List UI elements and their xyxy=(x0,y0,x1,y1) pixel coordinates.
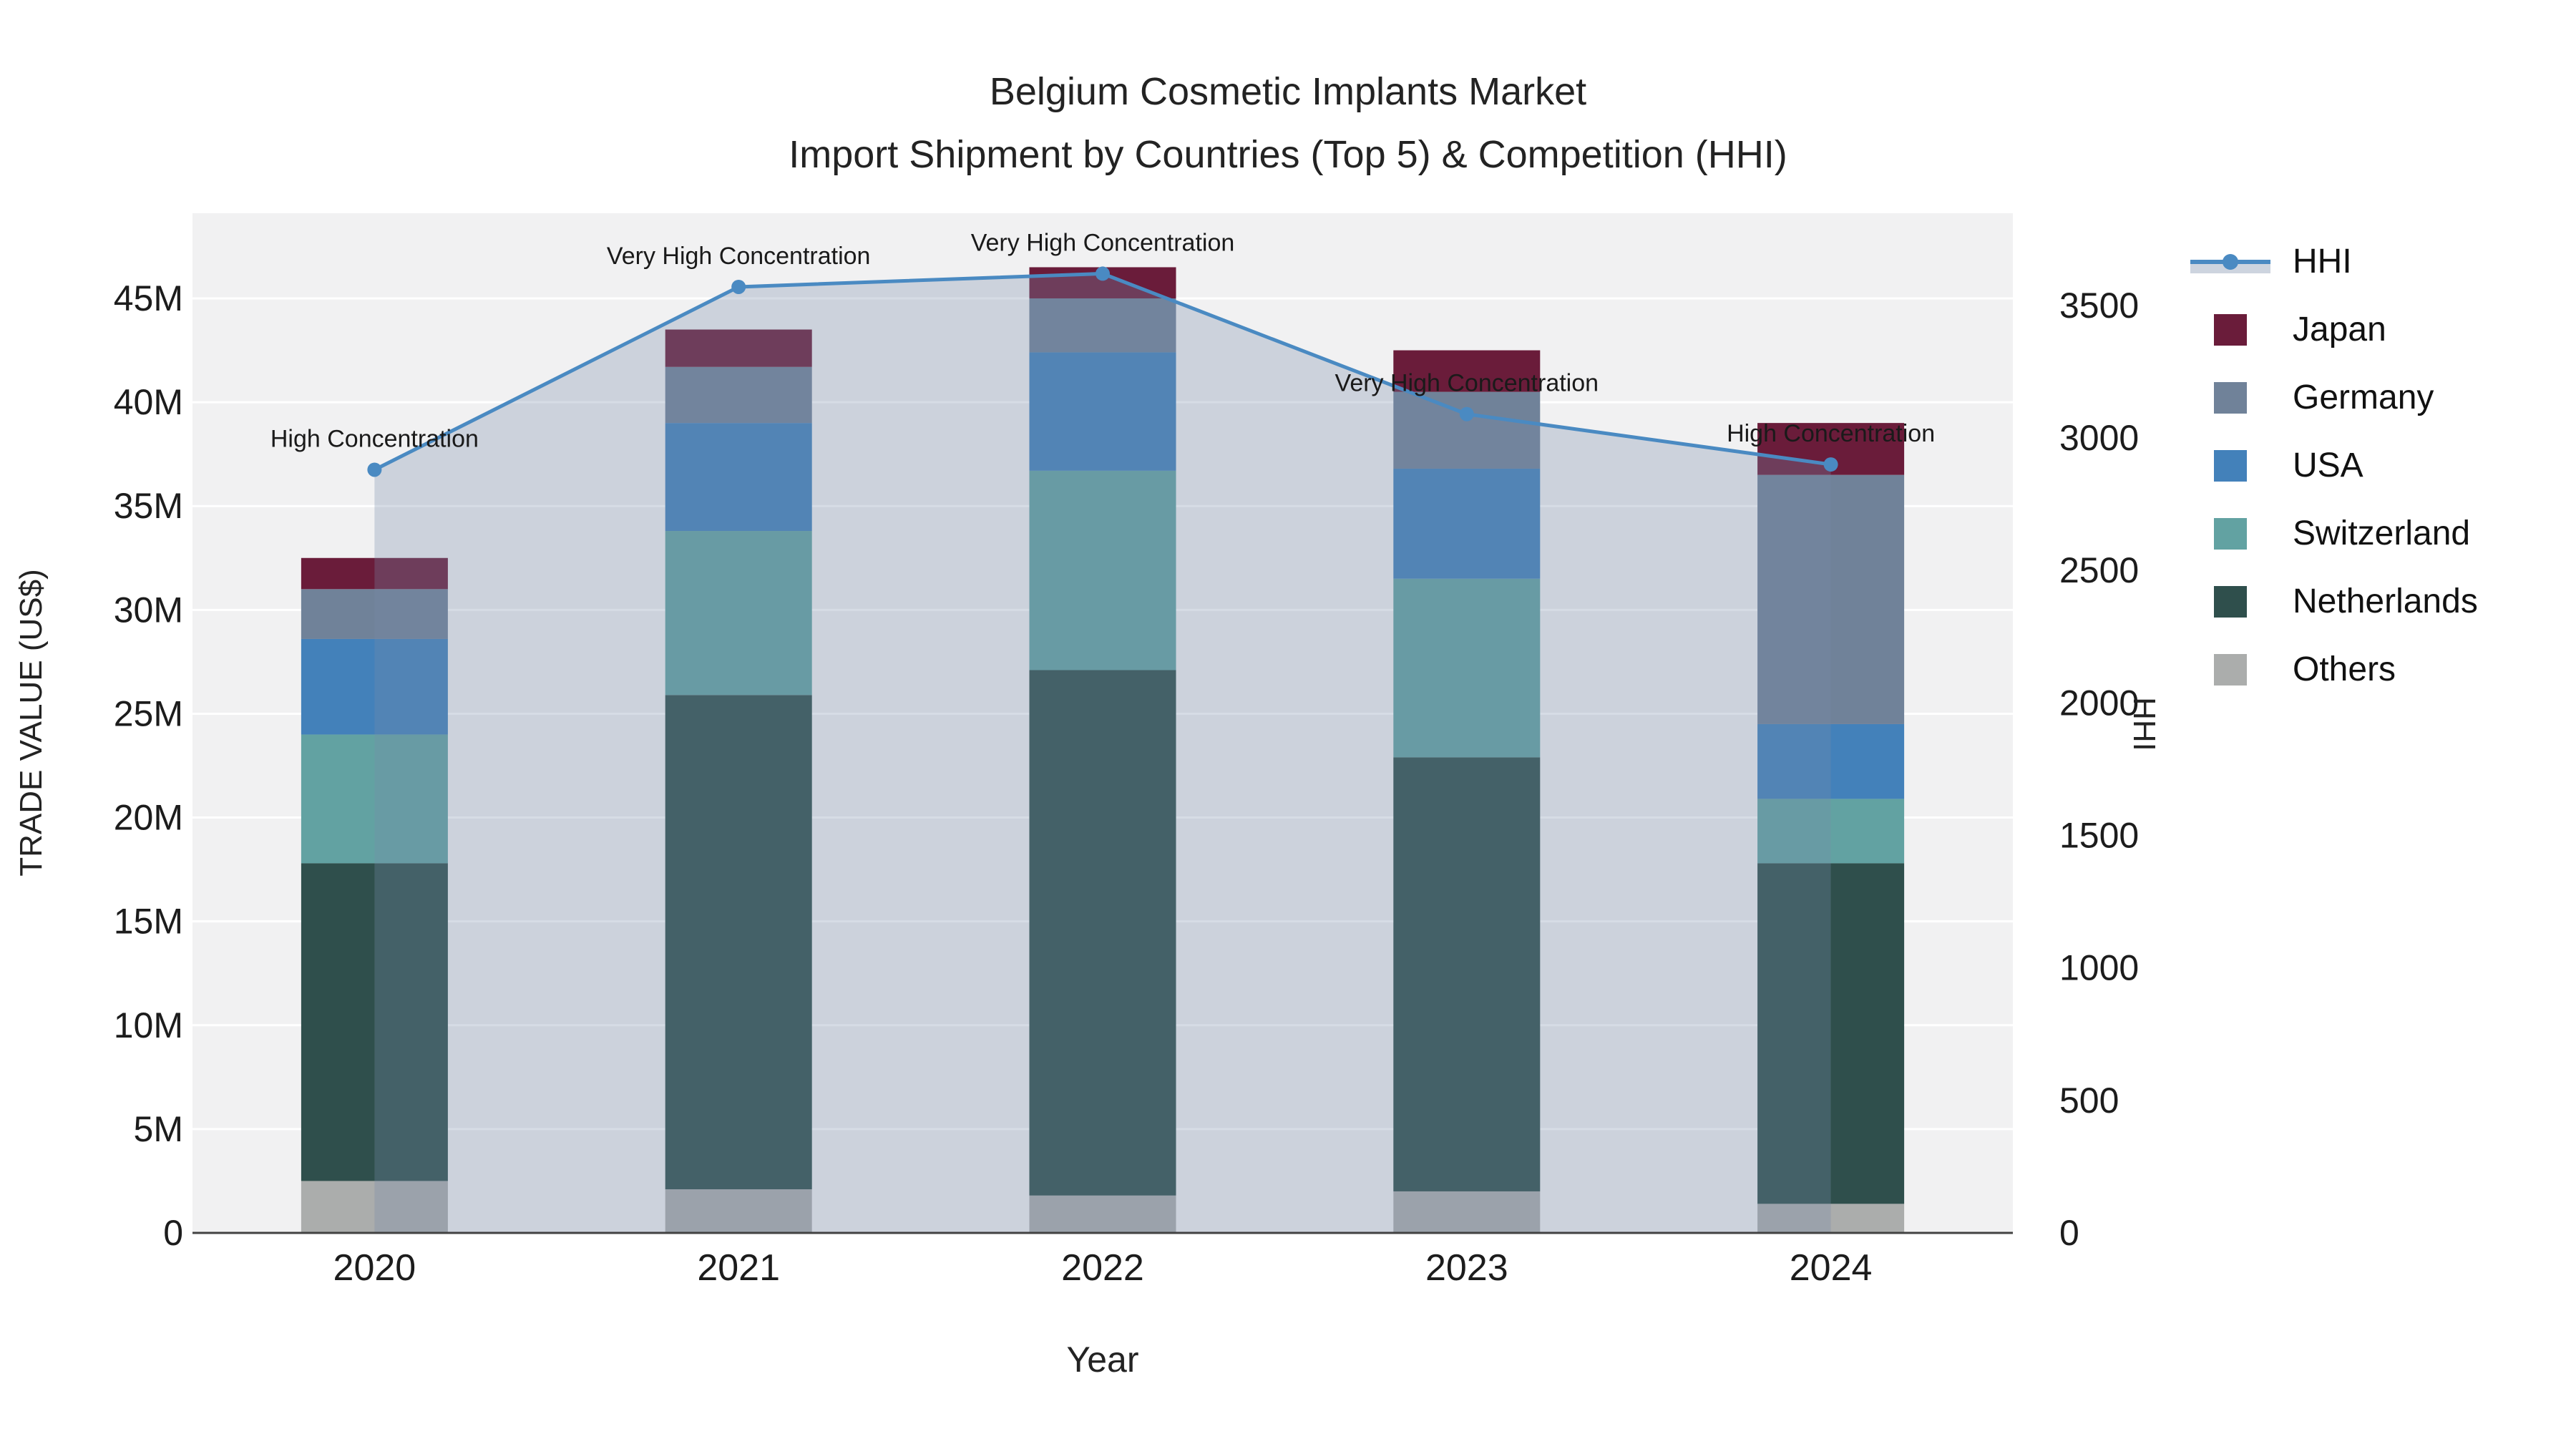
legend-color-swatch xyxy=(2188,449,2273,482)
legend-item-switzerland[interactable]: Switzerland xyxy=(2188,499,2575,567)
legend-item-others[interactable]: Others xyxy=(2188,635,2575,703)
y-left-tick-5M: 5M xyxy=(134,1109,183,1149)
bar-segment-netherlands-2021 xyxy=(665,695,812,1190)
bar-segment-usa-2022 xyxy=(1029,352,1176,471)
hhi-marker-2020 xyxy=(367,462,382,477)
legend-label: Japan xyxy=(2293,311,2386,348)
bar-segment-others-2022 xyxy=(1029,1195,1176,1233)
y-left-tick-25M: 25M xyxy=(114,693,183,733)
bar-segment-usa-2020 xyxy=(301,638,448,735)
y-right-tick-2500: 2500 xyxy=(2059,550,2139,590)
bar-segment-netherlands-2022 xyxy=(1029,670,1176,1196)
bar-segment-japan-2021 xyxy=(665,329,812,367)
chart-title-line1: Belgium Cosmetic Implants Market xyxy=(989,70,1587,113)
hhi-line-icon xyxy=(2190,253,2270,273)
bar-segment-netherlands-2020 xyxy=(301,863,448,1181)
y-right-tick-0: 0 xyxy=(2059,1213,2079,1253)
hhi-marker-2024 xyxy=(1823,457,1838,472)
chart-title: Belgium Cosmetic Implants Market Import … xyxy=(0,60,2576,186)
annotation-2022: Very High Concentration xyxy=(971,229,1235,256)
y-right-tick-500: 500 xyxy=(2059,1080,2119,1121)
y-right-tick-2000: 2000 xyxy=(2059,683,2139,723)
germany-swatch-icon xyxy=(2214,381,2247,414)
bar-segment-others-2021 xyxy=(665,1189,812,1233)
bar-segment-switzerland-2022 xyxy=(1029,470,1176,670)
y-left-tick-45M: 45M xyxy=(114,278,183,318)
legend: HHI Japan Germany USA Switzerland Netherlands… xyxy=(2188,228,2575,703)
y-left-tick-30M: 30M xyxy=(114,590,183,630)
hhi-marker-2023 xyxy=(1459,406,1474,421)
x-tick-2021: 2021 xyxy=(697,1247,780,1289)
y-axis-left-title: TRADE VALUE (US$) xyxy=(14,569,49,877)
y-axis-right-title: HHI xyxy=(2127,697,2162,751)
bar-segment-germany-2020 xyxy=(301,589,448,639)
bar-segment-usa-2024 xyxy=(1757,723,1905,799)
legend-line-swatch xyxy=(2188,242,2273,282)
legend-item-germany[interactable]: Germany xyxy=(2188,364,2575,431)
legend-color-swatch xyxy=(2188,517,2273,550)
bar-segment-usa-2023 xyxy=(1393,468,1541,579)
bar-segment-germany-2021 xyxy=(665,366,812,424)
bar-segment-switzerland-2021 xyxy=(665,531,812,696)
legend-item-usa[interactable]: USA xyxy=(2188,431,2575,499)
bar-segment-netherlands-2024 xyxy=(1757,863,1905,1204)
legend-label: Germany xyxy=(2293,379,2434,416)
legend-color-swatch xyxy=(2188,653,2273,686)
y-right-tick-3000: 3000 xyxy=(2059,418,2139,458)
chart-title-line2: Import Shipment by Countries (Top 5) & C… xyxy=(789,133,1787,176)
legend-item-japan[interactable]: Japan xyxy=(2188,296,2575,364)
japan-swatch-icon xyxy=(2214,313,2247,346)
usa-swatch-icon xyxy=(2214,449,2247,482)
annotation-2024: High Concentration xyxy=(1727,420,1935,447)
legend-label: Netherlands xyxy=(2293,582,2478,620)
hhi-area-fill xyxy=(374,273,1831,1233)
annotation-2021: Very High Concentration xyxy=(607,243,871,270)
bar-segment-japan-2020 xyxy=(301,557,448,590)
legend-label: Switzerland xyxy=(2293,514,2471,552)
y-right-tick-1500: 1500 xyxy=(2059,816,2139,856)
others-swatch-icon xyxy=(2214,653,2247,686)
bar-segment-usa-2021 xyxy=(665,423,812,532)
legend-label: Others xyxy=(2293,650,2396,688)
x-tick-2020: 2020 xyxy=(333,1247,416,1289)
bar-segment-switzerland-2020 xyxy=(301,734,448,864)
bar-segment-netherlands-2023 xyxy=(1393,757,1541,1191)
legend-color-swatch xyxy=(2188,585,2273,618)
bar-segment-others-2024 xyxy=(1757,1204,1905,1233)
x-tick-2022: 2022 xyxy=(1061,1247,1144,1289)
y-left-tick-35M: 35M xyxy=(114,486,183,526)
switzerland-swatch-icon xyxy=(2214,517,2247,550)
bar-segment-germany-2024 xyxy=(1757,474,1905,724)
y-left-tick-10M: 10M xyxy=(114,1005,183,1045)
bar-segment-others-2023 xyxy=(1393,1191,1541,1233)
bar-segment-switzerland-2024 xyxy=(1757,799,1905,864)
legend-color-swatch xyxy=(2188,313,2273,346)
bar-segment-others-2020 xyxy=(301,1181,448,1233)
annotation-2020: High Concentration xyxy=(270,425,479,452)
y-right-tick-3500: 3500 xyxy=(2059,286,2139,326)
y-left-tick-20M: 20M xyxy=(114,798,183,838)
legend-item-netherlands[interactable]: Netherlands xyxy=(2188,567,2575,635)
bar-segment-germany-2023 xyxy=(1393,391,1541,469)
y-left-tick-15M: 15M xyxy=(114,902,183,942)
legend-label: USA xyxy=(2293,447,2363,484)
bar-segment-switzerland-2023 xyxy=(1393,578,1541,758)
legend-item-hhi[interactable]: HHI xyxy=(2188,228,2575,296)
x-axis-title: Year xyxy=(1066,1340,1139,1380)
bar-segment-germany-2022 xyxy=(1029,298,1176,353)
hhi-marker-2021 xyxy=(731,279,746,294)
netherlands-swatch-icon xyxy=(2214,585,2247,618)
x-tick-2023: 2023 xyxy=(1425,1247,1508,1289)
annotation-2023: Very High Concentration xyxy=(1335,370,1599,397)
hhi-marker-2022 xyxy=(1096,266,1110,281)
y-left-tick-40M: 40M xyxy=(114,382,183,422)
legend-label: HHI xyxy=(2293,243,2352,280)
y-right-tick-1000: 1000 xyxy=(2059,948,2139,988)
x-tick-2024: 2024 xyxy=(1790,1247,1873,1289)
bar-segment-japan-2023 xyxy=(1393,350,1541,392)
y-left-tick-0: 0 xyxy=(163,1213,183,1253)
legend-color-swatch xyxy=(2188,381,2273,414)
